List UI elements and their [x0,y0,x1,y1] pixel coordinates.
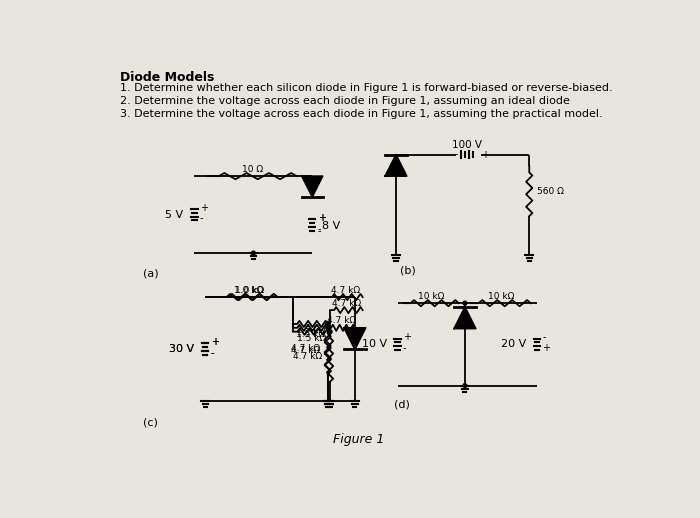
Circle shape [328,330,332,334]
Text: 10 kΩ: 10 kΩ [488,292,514,301]
Text: 5 V: 5 V [165,210,183,220]
Circle shape [463,384,467,387]
Text: +: + [542,343,550,353]
Text: 10 kΩ: 10 kΩ [418,292,444,301]
Text: -: - [454,150,458,160]
Text: 1.0 kΩ: 1.0 kΩ [234,285,264,295]
Text: -: - [211,348,214,358]
Text: 1.5 kΩ: 1.5 kΩ [295,330,325,339]
Text: 4.7 kΩ: 4.7 kΩ [293,352,322,361]
Text: 30 V: 30 V [169,344,195,354]
Polygon shape [454,307,476,328]
Text: (c): (c) [144,418,158,427]
Text: 20 V: 20 V [501,339,526,349]
Text: +: + [318,213,326,223]
Text: 100 V: 100 V [452,140,482,150]
Text: 10 V: 10 V [361,339,386,349]
Text: +: + [211,337,218,347]
Text: +: + [318,213,326,223]
Text: 1.5 kΩ: 1.5 kΩ [297,334,326,343]
Text: -: - [318,226,321,236]
Text: 560 Ω: 560 Ω [537,186,564,196]
Text: +: + [211,337,218,347]
Text: +: + [403,333,411,342]
Text: 4.7 kΩ: 4.7 kΩ [332,299,361,308]
Text: 4.7 kΩ: 4.7 kΩ [291,347,320,355]
Circle shape [326,322,330,326]
Text: -: - [542,333,546,342]
Text: -: - [200,213,204,223]
Polygon shape [344,328,365,349]
Text: 2. Determine the voltage across each diode in Figure 1, assuming an ideal diode: 2. Determine the voltage across each dio… [120,96,570,106]
Text: -: - [403,343,407,353]
Text: (b): (b) [400,265,416,275]
Text: 1.0 kΩ: 1.0 kΩ [234,285,263,295]
Circle shape [251,251,256,255]
Text: 4.7 kΩ: 4.7 kΩ [327,316,356,325]
Text: 30 V: 30 V [169,344,195,354]
Text: Figure 1: Figure 1 [333,433,384,446]
Polygon shape [385,154,407,176]
Text: Diode Models: Diode Models [120,71,214,84]
Text: 1. Determine whether each silicon diode in Figure 1 is forward-biased or reverse: 1. Determine whether each silicon diode … [120,83,612,93]
Text: +: + [481,150,489,160]
Text: -: - [211,348,214,358]
Text: (d): (d) [393,400,410,410]
Text: +: + [200,203,208,213]
Text: 1.5 kΩ: 1.5 kΩ [295,326,325,335]
Text: 10 Ω: 10 Ω [241,165,262,174]
Text: 4.7 kΩ: 4.7 kΩ [330,285,360,295]
Text: 8 V: 8 V [321,221,340,231]
Text: 3. Determine the voltage across each diode in Figure 1, assuming the practical m: 3. Determine the voltage across each dio… [120,109,603,119]
Polygon shape [302,176,323,197]
Circle shape [463,301,467,305]
Text: (a): (a) [144,269,159,279]
Text: 4.7 kΩ: 4.7 kΩ [291,344,320,353]
Text: -: - [318,224,321,234]
Circle shape [326,326,330,330]
